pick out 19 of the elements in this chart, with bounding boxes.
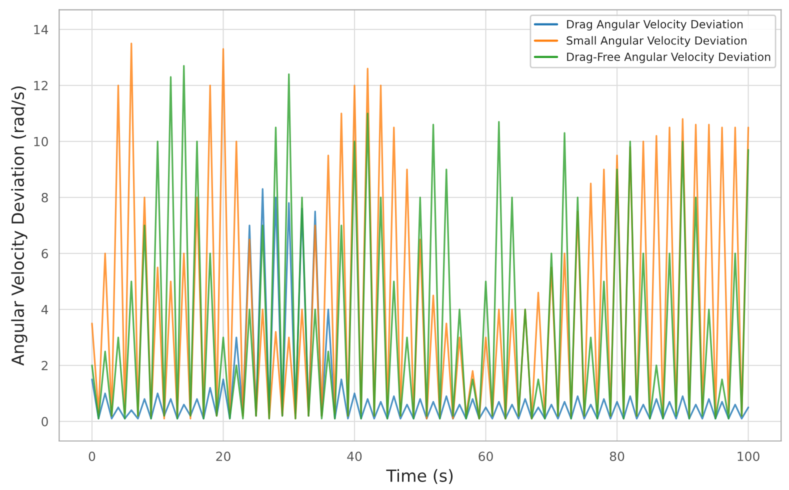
x-tick-label: 60	[478, 452, 493, 462]
x-tick-label: 100	[738, 452, 760, 462]
x-axis-title: Time (s)	[386, 469, 453, 484]
y-tick-label: 4	[41, 305, 48, 314]
x-tick-label: 20	[216, 452, 230, 462]
x-tick-label: 80	[610, 452, 624, 462]
y-axis-title: Angular Velocity Deviation (rad/s)	[11, 86, 28, 366]
y-tick-label: 10	[34, 136, 48, 146]
legend-label: Drag Angular Velocity Deviation	[567, 20, 743, 31]
legend-label: Drag-Free Angular Velocity Deviation	[567, 52, 770, 64]
y-tick-label: 0	[42, 416, 48, 426]
y-tick-label: 8	[42, 192, 48, 202]
y-tick-label: 12	[34, 80, 48, 90]
legend-label: Small Angular Velocity Deviation	[566, 36, 746, 47]
x-tick-label: 0	[88, 452, 96, 462]
x-tick-label: 40	[347, 452, 362, 462]
y-tick-label: 14	[34, 25, 48, 34]
y-tick-label: 2	[42, 360, 48, 370]
y-tick-label: 6	[42, 248, 48, 258]
